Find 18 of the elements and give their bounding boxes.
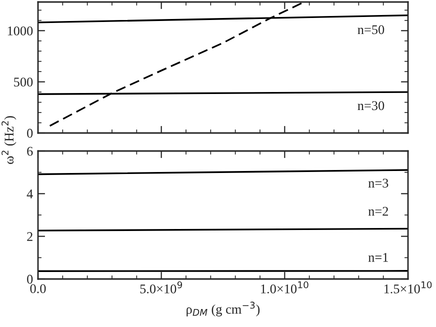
x-tick-label: 0.0 — [30, 284, 46, 294]
y-tick-label: 1000 — [8, 26, 33, 36]
x-tick-label: 1.0×10$^{10}$ — [261, 281, 308, 294]
x-axis-title: ρ$_{DM}$ (g cm$^{−3}$) — [186, 302, 260, 316]
annotation: n=2 — [368, 206, 388, 216]
y-tick-label: 0 — [27, 274, 33, 284]
x-tick-label: 1.5×10$^{10}$ — [384, 281, 432, 294]
y-tick-label: 500 — [14, 78, 33, 87]
y-tick-label: 4 — [26, 190, 33, 198]
x-tick-label: 5.0×10$^{9}$ — [140, 281, 182, 294]
y-tick-label: 0 — [27, 128, 33, 138]
y-axis-title: ω$^{2}$ (Hz$^{2}$) — [2, 116, 16, 164]
annotation: n=1 — [368, 252, 388, 262]
annotation: n=30 — [358, 101, 384, 110]
y-tick-label: 2 — [27, 232, 32, 241]
y-tick-label: 6 — [27, 146, 33, 156]
annotation: n=3 — [368, 178, 388, 188]
annotation: n=50 — [358, 25, 384, 34]
